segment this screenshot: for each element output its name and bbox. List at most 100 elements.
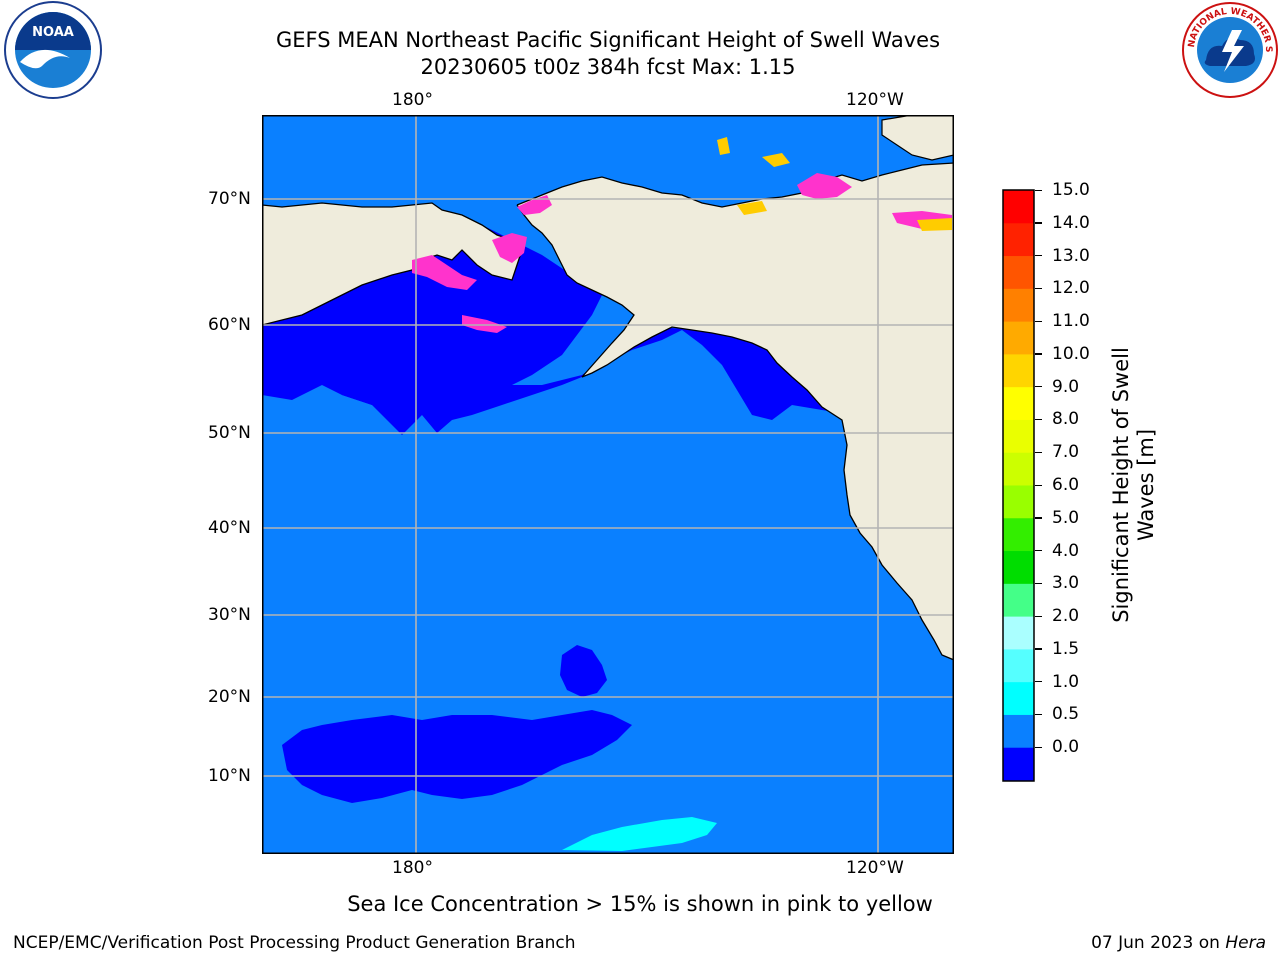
sea-ice-patch — [797, 173, 852, 199]
colorbar-segment — [1003, 321, 1034, 355]
lon-label-bottom-120w: 120°W — [846, 858, 904, 878]
sea-ice-patch — [462, 315, 507, 333]
colorbar-tick-label: 0.5 — [1052, 704, 1080, 725]
lon-label-top-120w: 120°W — [846, 90, 904, 110]
colorbar-tick-mark — [1035, 451, 1042, 454]
coastline-siberia — [262, 202, 523, 326]
footer-right: 07 Jun 2023 on Hera — [1091, 933, 1266, 953]
colorbar-segment — [1003, 682, 1034, 716]
chart-title-line1: GEFS MEAN Northeast Pacific Significant … — [275, 28, 941, 52]
colorbar-segment — [1003, 256, 1034, 290]
colorbar-tick-label: 3.0 — [1052, 573, 1080, 594]
colorbar-tick-mark — [1035, 418, 1042, 421]
lat-label-40n: 40°N — [208, 518, 251, 538]
colorbar-segment — [1003, 747, 1034, 781]
colorbar-segment — [1003, 649, 1034, 683]
map-frame — [262, 115, 954, 854]
colorbar-tick-label: 0.0 — [1052, 737, 1080, 758]
noaa-logo-text: NOAA — [32, 25, 74, 40]
colorbar-segment — [1003, 551, 1034, 585]
colorbar — [1002, 189, 1035, 782]
colorbar-tick-label: 7.0 — [1052, 442, 1080, 463]
chart-title-line2: 20230605 t00z 384h fcst Max: 1.15 — [420, 55, 796, 79]
colorbar-tick-label: 1.5 — [1052, 638, 1080, 659]
sea-ice-note: Sea Ice Concentration > 15% is shown in … — [347, 892, 933, 916]
colorbar-tick-label: 8.0 — [1052, 409, 1080, 430]
colorbar-tick-label: 14.0 — [1052, 212, 1090, 233]
coastline-north-america — [516, 162, 954, 661]
lat-label-30n: 30°N — [208, 605, 251, 625]
colorbar-tick-label: 2.0 — [1052, 606, 1080, 627]
colorbar-label-line1: Significant Height of Swell — [1109, 347, 1133, 623]
colorbar-tick-mark — [1035, 681, 1042, 683]
lat-label-60n: 60°N — [208, 315, 251, 335]
land-siberia — [262, 115, 522, 325]
colorbar-tick-mark — [1035, 222, 1042, 224]
land-arctic-island — [881, 115, 954, 161]
colorbar-tick-label: 10.0 — [1052, 343, 1090, 364]
map-gridlines — [262, 115, 954, 854]
colorbar-tick-mark — [1035, 713, 1042, 716]
colorbar-tick-label: 11.0 — [1052, 311, 1090, 332]
lon-label-top-180: 180° — [392, 90, 433, 110]
colorbar-tick-mark — [1035, 353, 1042, 355]
sea-ice-patch — [737, 201, 767, 215]
footer-date: 07 Jun 2023 on — [1091, 933, 1226, 953]
colorbar-segment — [1003, 714, 1034, 749]
colorbar-tick-mark — [1035, 550, 1042, 552]
colorbar-segment — [1003, 190, 1034, 224]
colorbar-tick-mark — [1035, 582, 1042, 585]
map-panel — [262, 115, 954, 854]
land-north-america — [517, 163, 954, 660]
footer-host: Hera — [1225, 933, 1266, 953]
swell-band-1.0-1.5 — [562, 817, 717, 851]
sea-ice-patch — [717, 137, 730, 155]
colorbar-label: Significant Height of Swell Waves [m] — [1104, 190, 1164, 780]
colorbar-segment — [1003, 354, 1034, 388]
colorbar-tick-mark — [1035, 648, 1042, 650]
nws-logo-icon: NATIONAL WEATHER SERVICE — [1180, 0, 1278, 98]
colorbar-tick-label: 12.0 — [1052, 278, 1090, 299]
sea-ice-patch — [492, 233, 527, 263]
colorbar-tick-mark — [1035, 484, 1042, 486]
colorbar-segment — [1003, 616, 1034, 650]
colorbar-segment — [1003, 288, 1034, 323]
colorbar-tick-mark — [1035, 517, 1042, 519]
sea-ice-patch — [917, 218, 952, 231]
sea-ice-patch — [412, 255, 477, 290]
colorbar-segment — [1003, 485, 1034, 519]
colorbar-segment — [1003, 387, 1034, 421]
noaa-logo-icon: NOAA — [4, 1, 102, 99]
colorbar-tick-label: 6.0 — [1052, 475, 1080, 495]
sea-ice-patch — [762, 153, 790, 167]
colorbar-segment — [1003, 419, 1034, 454]
colorbar-segment — [1003, 583, 1034, 618]
lat-label-70n: 70°N — [208, 189, 251, 209]
colorbar-tick-mark — [1035, 386, 1042, 388]
lat-label-50n: 50°N — [208, 423, 251, 443]
colorbar-tick-label: 15.0 — [1052, 180, 1090, 200]
colorbar-segment — [1003, 223, 1034, 257]
footer-left: NCEP/EMC/Verification Post Processing Pr… — [13, 933, 576, 953]
colorbar-tick-label: 4.0 — [1052, 540, 1080, 561]
colorbar-tick-mark — [1035, 746, 1042, 749]
colorbar-tick-mark — [1035, 615, 1042, 617]
lat-label-20n: 20°N — [208, 687, 251, 707]
colorbar-tick-mark — [1035, 320, 1042, 322]
sea-ice-patch — [517, 195, 552, 215]
colorbar-segment — [1003, 518, 1034, 552]
colorbar-tick-label: 13.0 — [1052, 245, 1090, 266]
swell-band-0-0.5-tropics — [282, 710, 632, 803]
colorbar-tick-label: 9.0 — [1052, 376, 1080, 397]
lat-label-10n: 10°N — [208, 766, 251, 786]
colorbar-tick-mark — [1035, 189, 1042, 191]
swell-band-0-0.5-hawaii — [560, 645, 607, 697]
colorbar-segment — [1003, 452, 1034, 486]
colorbar-frame — [1002, 189, 1035, 782]
colorbar-tick-mark — [1035, 255, 1042, 257]
colorbar-tick-label: 5.0 — [1052, 507, 1080, 528]
sea-ice-layer — [412, 137, 952, 333]
lon-label-bottom-180: 180° — [392, 858, 433, 878]
colorbar-tick-label: 1.0 — [1052, 671, 1080, 692]
colorbar-label-line2: Waves [m] — [1134, 428, 1158, 542]
